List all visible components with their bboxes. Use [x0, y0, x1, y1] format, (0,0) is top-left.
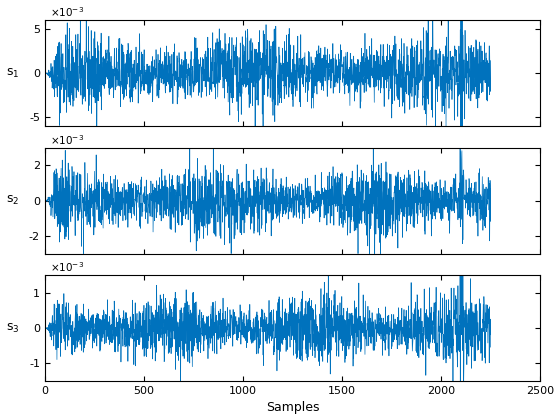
X-axis label: Samples: Samples: [266, 402, 319, 415]
Y-axis label: s$_3$: s$_3$: [6, 322, 19, 335]
Y-axis label: s$_1$: s$_1$: [6, 67, 19, 80]
Text: $\times10^{-3}$: $\times10^{-3}$: [50, 260, 84, 274]
Y-axis label: s$_2$: s$_2$: [6, 194, 19, 207]
Text: $\times10^{-3}$: $\times10^{-3}$: [50, 133, 84, 147]
Text: $\times10^{-3}$: $\times10^{-3}$: [50, 5, 84, 19]
